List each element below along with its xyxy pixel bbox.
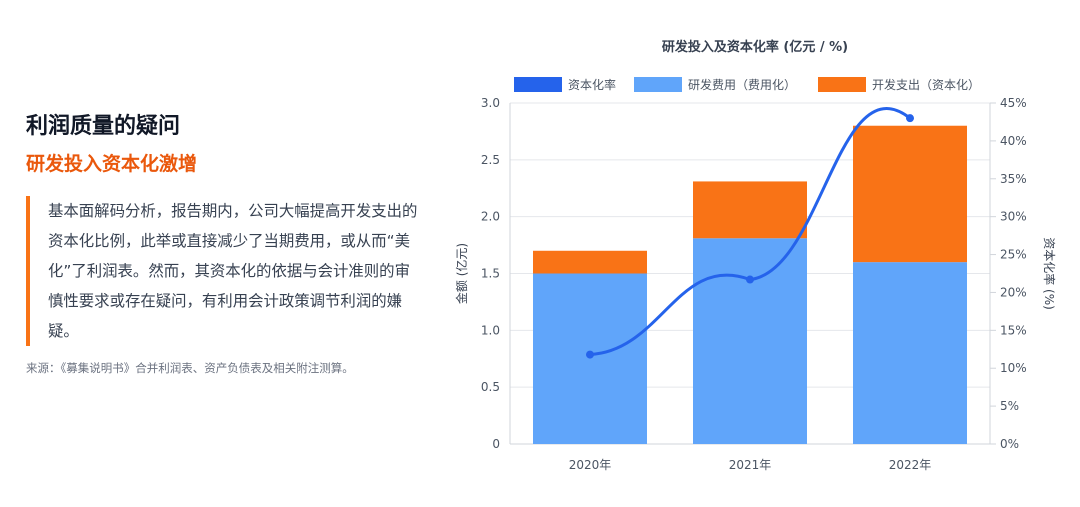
x-tick-label: 2021年 bbox=[729, 458, 772, 472]
legend-swatch bbox=[634, 77, 682, 92]
x-tick-label: 2020年 bbox=[569, 458, 612, 472]
y-tick-left: 0.5 bbox=[481, 380, 500, 394]
page-subtitle: 研发投入资本化激增 bbox=[26, 153, 198, 175]
capitalization-rate-point bbox=[586, 350, 594, 359]
bar-capitalized bbox=[533, 250, 647, 274]
legend-label: 研发费用（费用化） bbox=[688, 77, 796, 92]
y-tick-left: 1.5 bbox=[481, 267, 500, 281]
analysis-text: 基本面解码分析，报告期内，公司大幅提高开发支出的资本化比例，此举或直接减少了当期… bbox=[26, 196, 418, 346]
capitalization-rate-line bbox=[589, 107, 911, 357]
y-tick-left: 3.0 bbox=[481, 96, 500, 110]
bar-capitalized bbox=[853, 125, 967, 263]
capitalization-rate-point bbox=[746, 275, 754, 284]
y-axis-label-right: 资本化率 (%) bbox=[1042, 237, 1057, 310]
y-tick-right: 40% bbox=[1000, 134, 1027, 148]
x-tick-label: 2022年 bbox=[889, 458, 932, 472]
legend-label: 开发支出（资本化） bbox=[872, 77, 980, 92]
source-note: 来源：《募集说明书》合并利润表、资产负债表及相关附注测算。 bbox=[26, 361, 354, 375]
y-tick-right: 10% bbox=[1000, 361, 1027, 375]
y-tick-right: 35% bbox=[1000, 172, 1027, 186]
page-title: 利润质量的疑问 bbox=[26, 114, 181, 139]
y-tick-left: 2.5 bbox=[481, 153, 500, 167]
y-axis-label-left: 金额 (亿元) bbox=[454, 243, 469, 304]
legend-swatch bbox=[818, 77, 866, 92]
y-tick-left: 0 bbox=[492, 437, 500, 451]
bar-capitalized bbox=[693, 181, 807, 239]
bar-expensed bbox=[533, 273, 647, 444]
chart-container: 研发投入及资本化率 (亿元 / %) 资本化率 研发费用（费用化） 开发支出（资本化）… bbox=[440, 0, 1080, 503]
y-tick-right: 15% bbox=[1000, 323, 1027, 337]
bar-expensed bbox=[693, 238, 807, 444]
y-tick-right: 45% bbox=[1000, 96, 1027, 110]
bar-expensed bbox=[853, 262, 967, 444]
capitalization-rate-point bbox=[906, 114, 914, 123]
y-tick-right: 20% bbox=[1000, 285, 1027, 299]
text-panel: 利润质量的疑问 研发投入资本化激增 基本面解码分析，报告期内，公司大幅提高开发支… bbox=[26, 112, 426, 376]
y-tick-right: 0% bbox=[1000, 437, 1019, 451]
y-tick-right: 25% bbox=[1000, 248, 1027, 262]
legend-label: 资本化率 bbox=[568, 77, 616, 92]
y-tick-left: 1.0 bbox=[481, 323, 500, 337]
rd-capitalization-chart: 研发投入及资本化率 (亿元 / %) 资本化率 研发费用（费用化） 开发支出（资本化）… bbox=[454, 39, 1057, 472]
y-tick-left: 2.0 bbox=[481, 210, 500, 224]
legend-swatch bbox=[514, 77, 562, 92]
y-tick-right: 5% bbox=[1000, 399, 1019, 413]
chart-title: 研发投入及资本化率 (亿元 / %) bbox=[662, 39, 848, 55]
y-tick-right: 30% bbox=[1000, 210, 1027, 224]
